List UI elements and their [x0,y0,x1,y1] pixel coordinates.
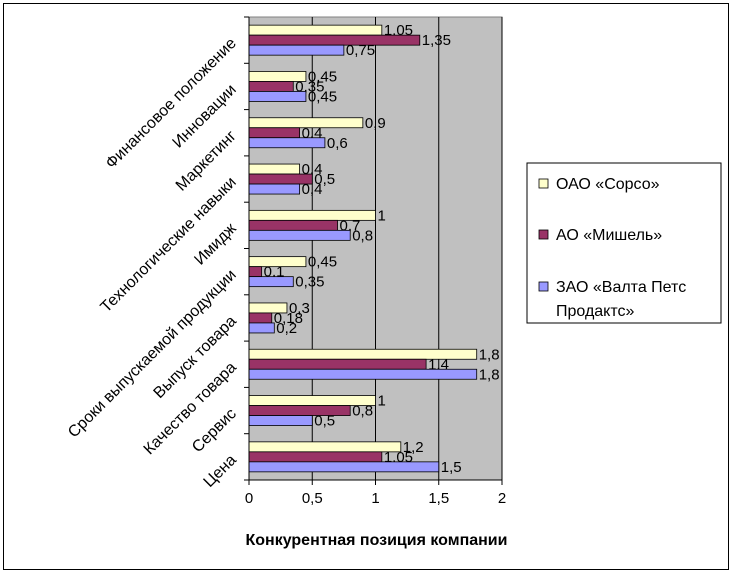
x-tick-label-4: 2 [498,490,506,507]
bar-mishel-8 [248,358,427,370]
data-label-mishel-7: 0,18 [274,310,303,327]
x-tick-label-3: 1,5 [428,490,449,507]
data-label-valta-9: 0,5 [314,413,335,430]
category-label-10: Цена [201,452,240,491]
bar-valta-4 [248,183,300,195]
bar-mishel-1 [248,34,421,46]
bar-sorso-10 [248,441,402,453]
legend-label-valta-line-2: Продактс» [556,303,635,320]
x-tick-label-2: 1 [371,490,379,507]
bar-mishel-6 [248,266,263,278]
legend-swatch-mishel [538,229,549,240]
data-label-valta-2: 0,45 [308,88,337,105]
data-label-valta-5: 0,8 [352,227,373,244]
category-label-6: Сроки выпускаемой продукции [65,266,240,441]
data-label-valta-10: 1,5 [441,459,462,476]
data-label-sorso-6: 0,45 [308,254,337,271]
bar-mishel-2 [248,81,294,92]
data-label-sorso-3: 0,9 [365,115,386,132]
legend-label-mishel: АО «Мишель» [556,227,662,244]
data-label-sorso-5: 1 [378,207,386,224]
category-label-5: Имидж [191,220,240,269]
legend-box [526,162,722,324]
bar-valta-2 [248,91,307,102]
x-axis-title: Конкурентная позиция компании [246,532,508,549]
data-label-sorso-8: 1,8 [479,346,500,363]
data-label-valta-3: 0,6 [327,135,348,152]
bar-valta-9 [248,415,313,426]
bar-mishel-3 [248,127,300,139]
data-label-valta-6: 0,35 [295,274,324,291]
bar-valta-1 [248,44,345,56]
bar-mishel-7 [248,312,273,324]
data-label-sorso-10: 1,2 [403,439,424,456]
data-label-mishel-1: 1,35 [422,32,451,49]
bar-valta-8 [248,368,478,380]
data-label-valta-1: 0,75 [346,42,375,59]
data-label-mishel-9: 0,8 [352,403,373,420]
category-label-7: Выпуск товара [151,313,240,402]
data-label-valta-4: 0,4 [302,181,323,198]
bar-mishel-10 [248,451,383,463]
bar-valta-3 [248,137,326,149]
legend-swatch-valta [538,281,549,292]
bar-valta-6 [248,276,294,288]
bar-valta-10 [248,461,440,473]
data-label-valta-8: 1,8 [479,366,500,383]
bar-valta-5 [248,229,351,241]
data-label-sorso-7: 0,3 [289,300,310,317]
legend-swatch-sorso [538,178,549,189]
data-label-valta-7: 0,2 [276,320,297,337]
data-label-sorso-9: 1 [378,393,386,410]
x-tick-label-0: 0 [245,490,253,507]
bar-mishel-5 [248,219,338,231]
x-tick-label-1: 0,5 [302,490,323,507]
legend-label-valta: ЗАО «Валта Петс [556,279,686,296]
bar-sorso-4 [248,163,300,175]
data-label-mishel-4: 0,5 [314,171,335,188]
data-label-sorso-2: 0,45 [308,68,337,85]
legend-label-sorso: ОАО «Сорсо» [556,176,660,193]
bar-sorso-1 [248,24,383,36]
bar-valta-7 [248,322,275,334]
